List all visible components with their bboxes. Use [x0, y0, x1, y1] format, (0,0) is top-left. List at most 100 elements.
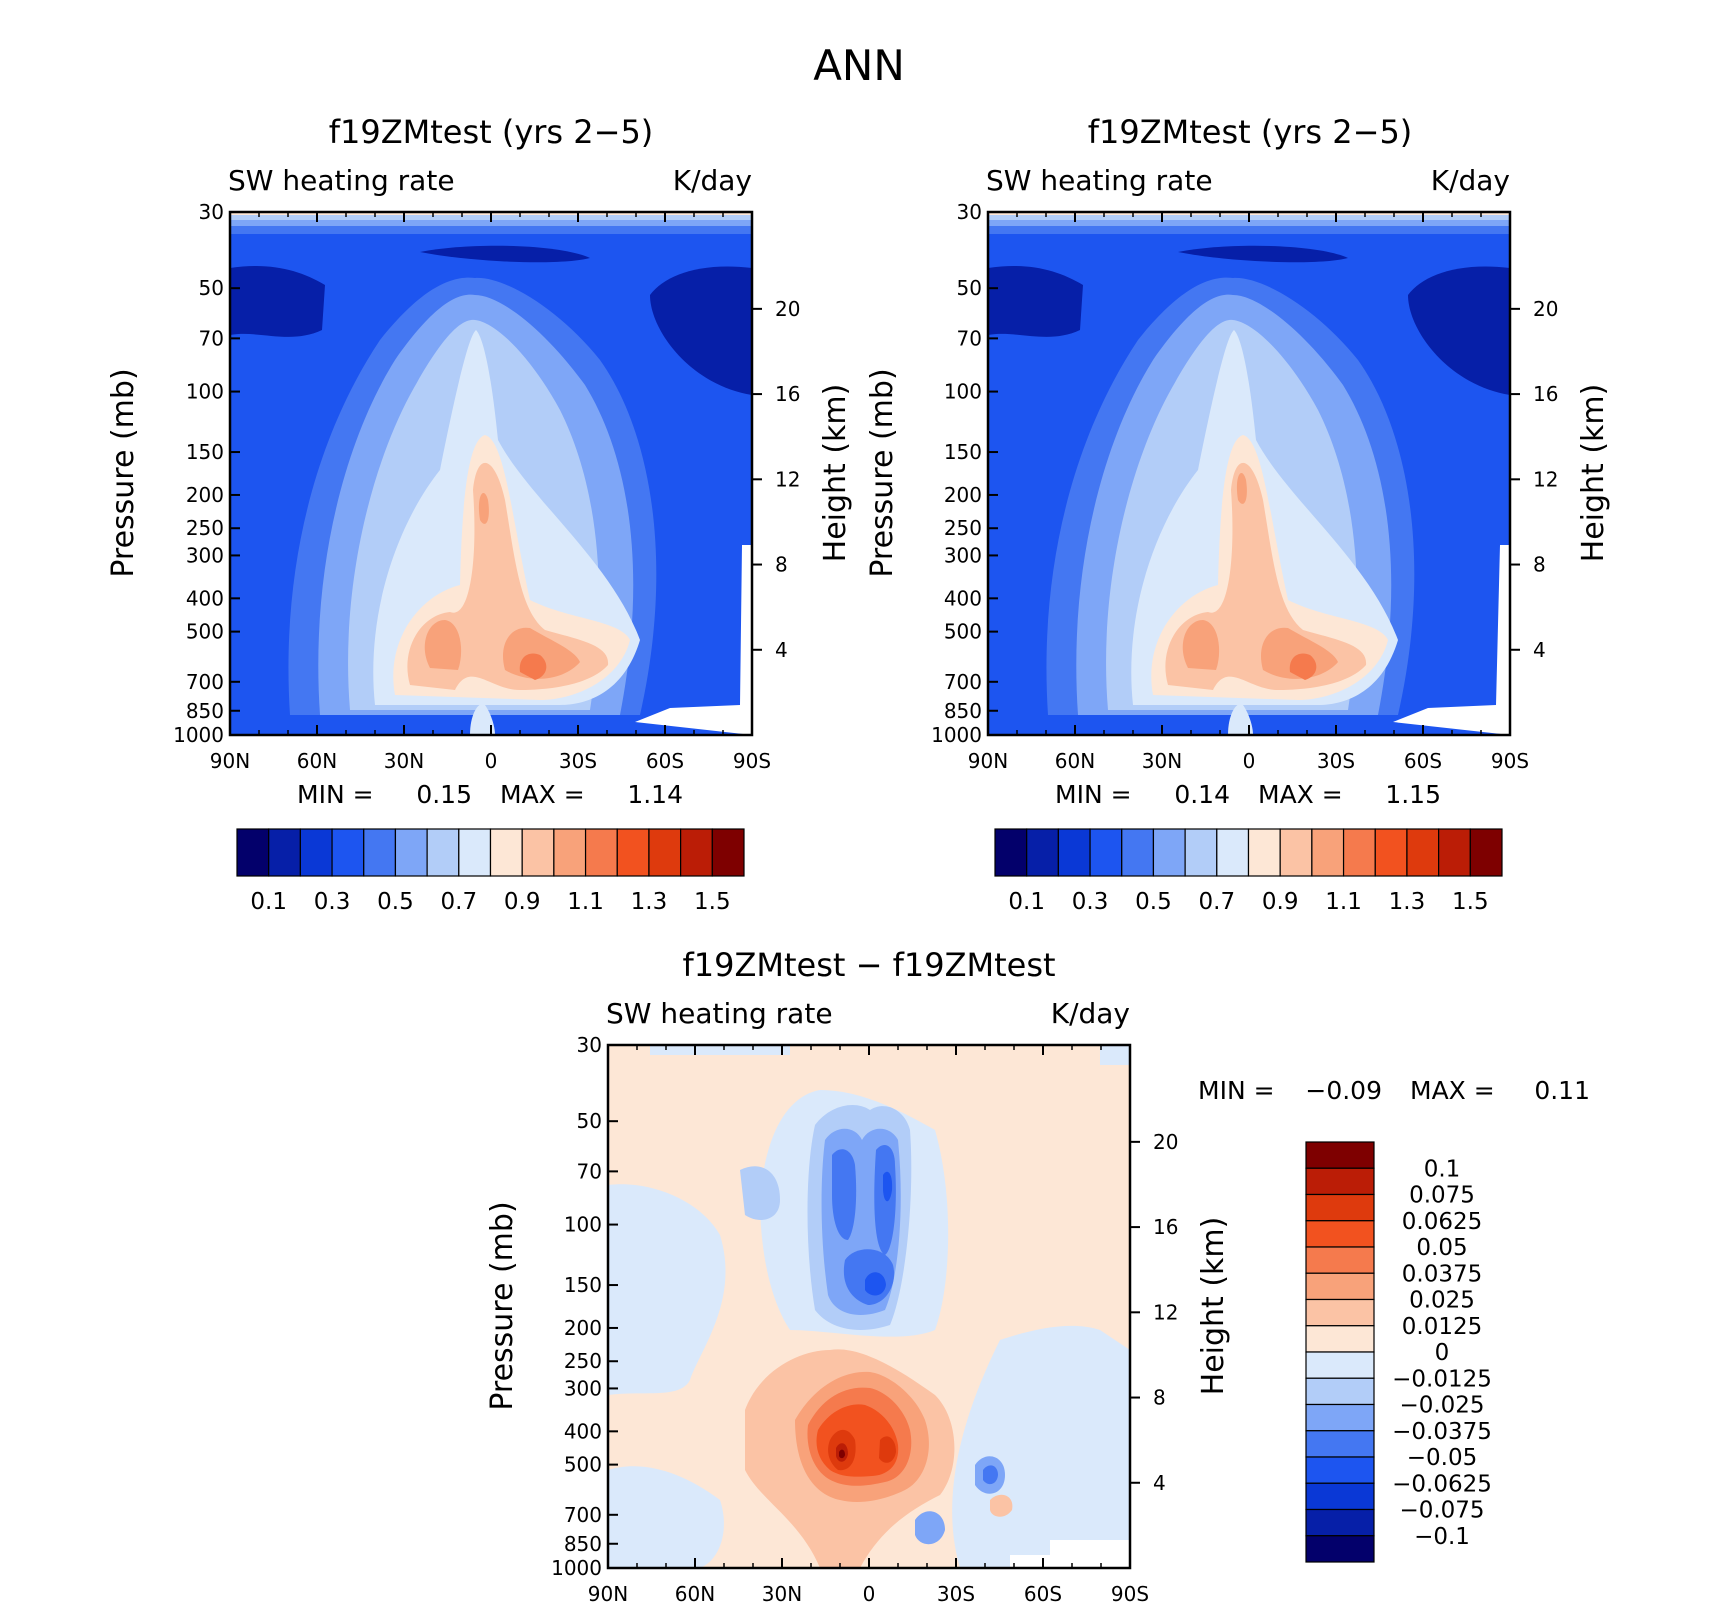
panel-2-axes: 90N 60N 30N 0 30S 60S 90S 30 50 70 100 150 200 250 300…: [931, 200, 1558, 773]
panel-3-plot-area: [608, 1045, 1130, 1568]
y-tick-label: 100: [564, 1213, 602, 1237]
panel-1-band-11-a: [424, 620, 462, 670]
x-tick-label: 0: [1243, 749, 1256, 773]
colorbar-box: [1216, 828, 1250, 877]
y-tick-label: 150: [944, 440, 982, 464]
panel-2-min-value: 0.14: [1174, 780, 1230, 809]
y-tick-label: 400: [564, 1419, 602, 1443]
panel-3-neg-005-b: [874, 1145, 896, 1255]
colorbar-label: 0.1: [1424, 1156, 1461, 1182]
panel-2-y2-label: Height (km): [1576, 384, 1611, 563]
panel-2-max-label: MAX =: [1258, 780, 1343, 809]
panel-3-min-value: −0.09: [1305, 1076, 1382, 1105]
y2-tick-label: 20: [1533, 297, 1558, 321]
colorbar-label: 1.3: [631, 889, 668, 915]
colorbar-box: [1247, 828, 1281, 877]
x-tick-label: 90S: [1491, 749, 1529, 773]
panel-1-top-band-d: [230, 226, 752, 234]
x-tick-label: 90S: [733, 749, 771, 773]
y2-tick-label: 8: [775, 553, 788, 577]
y-tick-label: 250: [564, 1349, 602, 1373]
colorbar-box: [489, 828, 523, 877]
colorbar-box: [584, 828, 618, 877]
y-tick-label: 200: [564, 1316, 602, 1340]
y-tick-label: 50: [199, 276, 224, 300]
colorbar-box: [1305, 1377, 1375, 1406]
y-tick-label: 850: [944, 699, 982, 723]
y2-tick-label: 20: [1153, 1130, 1178, 1154]
y-tick-label: 700: [944, 670, 982, 694]
panel-3-title: f19ZMtest − f19ZMtest: [682, 946, 1055, 984]
y-tick-label: 200: [186, 483, 224, 507]
y-tick-label: 70: [577, 1159, 602, 1183]
colorbar-box: [236, 828, 270, 877]
colorbar-box: [1279, 828, 1313, 877]
panel-3-colorbar: 0.10.0750.06250.050.03750.0250.01250−0.0…: [1305, 1141, 1492, 1563]
colorbar-box: [394, 828, 428, 877]
panel-3-max-value: 0.11: [1534, 1076, 1590, 1105]
colorbar-label: 1.5: [694, 889, 731, 915]
colorbar-label: −0.0625: [1392, 1471, 1492, 1497]
x-tick-label: 0: [863, 1582, 876, 1606]
panel-3-neg-00625-b: [883, 1171, 893, 1202]
colorbar-box: [1374, 828, 1408, 877]
y-tick-label: 250: [186, 516, 224, 540]
panel-2-band-11-c: [1236, 472, 1247, 504]
panel-3-neg-lowleft: [608, 1466, 724, 1568]
panel-2-low-level-blue: [1228, 703, 1253, 735]
colorbar-label: −0.0375: [1392, 1419, 1492, 1445]
panel-3-zero-neg-band: [608, 1184, 726, 1395]
colorbar-box: [1406, 828, 1440, 877]
y2-tick-label: 12: [1153, 1300, 1178, 1324]
colorbar-box: [1311, 828, 1345, 877]
colorbar-label: 0.1: [1008, 889, 1045, 915]
y-tick-label: 200: [944, 483, 982, 507]
colorbar-label: 0.5: [1135, 889, 1172, 915]
colorbar-box: [1305, 1325, 1375, 1353]
figure-title: ANN: [813, 41, 905, 90]
colorbar-label: −0.05: [1407, 1445, 1477, 1471]
y-tick-label: 30: [199, 200, 224, 224]
y-tick-label: 850: [564, 1532, 602, 1556]
colorbar-label: 1.1: [567, 889, 604, 915]
colorbar-box: [458, 828, 492, 877]
colorbar-label: 0.1: [250, 889, 287, 915]
colorbar-box: [1057, 828, 1091, 877]
y-tick-label: 30: [577, 1033, 602, 1057]
x-tick-label: 60N: [297, 749, 337, 773]
x-tick-label: 30N: [384, 749, 424, 773]
panel-3-pos-0075-b: [879, 1436, 896, 1463]
panel-2-variable-label: SW heating rate: [986, 164, 1213, 197]
panel-2-band-11-b: [1260, 627, 1338, 679]
y2-tick-label: 16: [1533, 382, 1558, 406]
colorbar-label: −0.0125: [1392, 1366, 1492, 1392]
panel-1-band-12: [519, 653, 547, 680]
y-tick-label: 300: [186, 543, 224, 567]
colorbar-box: [616, 828, 650, 877]
y-tick-label: 400: [944, 586, 982, 610]
colorbar-label: 0.3: [314, 889, 351, 915]
y2-tick-label: 4: [1153, 1471, 1166, 1495]
x-tick-label: 90N: [588, 1582, 628, 1606]
colorbar-box: [1305, 1482, 1375, 1511]
panel-1-missing-data: [635, 545, 752, 735]
panel-1-variable-label: SW heating rate: [228, 164, 455, 197]
colorbar-box: [1305, 1403, 1375, 1432]
panel-3-top-band-right: [1100, 1045, 1130, 1065]
y-tick-label: 500: [944, 620, 982, 644]
colorbar-box: [1305, 1430, 1375, 1458]
panel-1-min-value: 0.15: [416, 780, 472, 809]
x-tick-label: 30S: [937, 1582, 975, 1606]
panel-1-colorbar: 0.1 0.3 0.5 0.7 0.9 1.1 1.3 1.5: [236, 828, 745, 915]
panel-2-band-12: [1289, 653, 1317, 680]
y-tick-label: 700: [564, 1503, 602, 1527]
colorbar-label: 0.9: [504, 889, 541, 915]
colorbar-label: 1.5: [1452, 889, 1489, 915]
x-tick-label: 30S: [1317, 749, 1355, 773]
y-tick-label: 250: [944, 516, 982, 540]
x-tick-label: 0: [485, 749, 498, 773]
panel-1: f19ZMtest (yrs 2−5) SW heating rate K/da…: [106, 113, 853, 915]
y-tick-label: 500: [186, 620, 224, 644]
colorbar-label: 0.7: [1199, 889, 1236, 915]
